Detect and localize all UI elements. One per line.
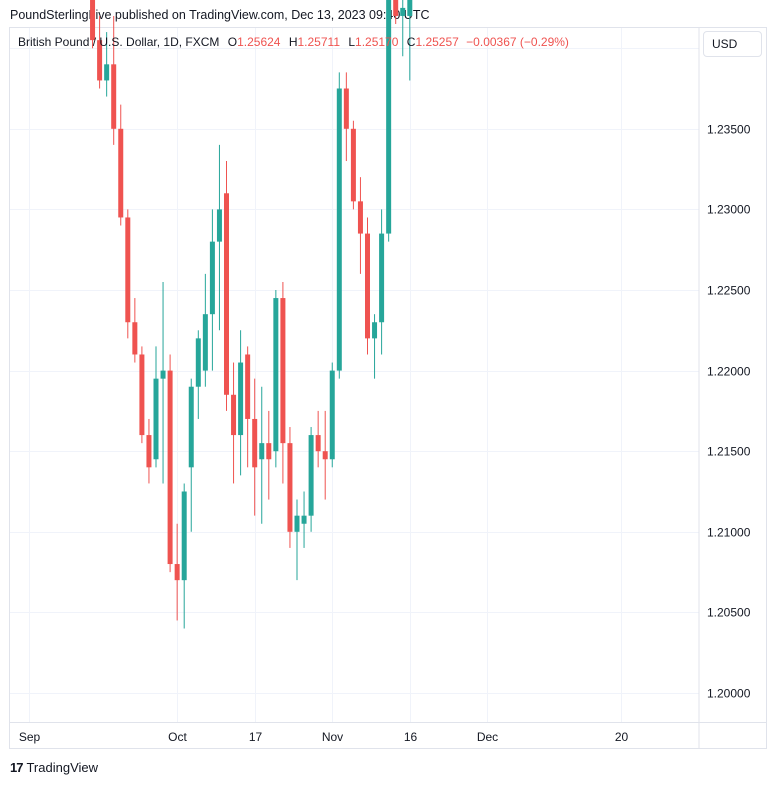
candle-body bbox=[111, 64, 117, 129]
candle-body bbox=[259, 443, 265, 460]
time-axis: Sep Oct 17 Nov 16 Dec 20 bbox=[10, 722, 767, 744]
change-value: −0.00367 (−0.29%) bbox=[466, 35, 569, 49]
candles bbox=[90, 0, 413, 629]
candle-body bbox=[238, 362, 244, 436]
candle-body bbox=[336, 88, 342, 371]
low-value: 1.25170 bbox=[355, 35, 399, 49]
x-tick-label: Dec bbox=[477, 730, 498, 744]
candle-body bbox=[139, 354, 145, 436]
candle-body bbox=[343, 88, 349, 129]
candle-body bbox=[132, 322, 138, 355]
candle-body bbox=[252, 418, 258, 468]
tradingview-logo-icon: 17 bbox=[10, 760, 24, 775]
candle-body bbox=[273, 298, 279, 452]
candle-body bbox=[294, 515, 300, 532]
candle-body bbox=[386, 0, 392, 234]
symbol-title: British Pound / U.S. Dollar, 1D, FXCM bbox=[18, 35, 220, 49]
candle-body bbox=[393, 0, 399, 16]
close-value: 1.25257 bbox=[415, 35, 459, 49]
candle-body bbox=[231, 394, 237, 436]
candle-body bbox=[372, 322, 378, 339]
candle-body bbox=[315, 435, 321, 452]
candle-body bbox=[153, 378, 159, 460]
candle-body bbox=[280, 298, 286, 444]
y-tick-label: 1.20500 bbox=[707, 606, 751, 620]
candle-body bbox=[224, 193, 229, 395]
candle-body bbox=[350, 128, 356, 202]
candle-body bbox=[301, 515, 307, 524]
candle-body bbox=[188, 386, 194, 468]
tradingview-logo-text: TradingView bbox=[26, 760, 99, 775]
candle-body bbox=[287, 443, 293, 532]
candle-body bbox=[181, 491, 187, 581]
candle-body bbox=[146, 435, 152, 468]
y-tick-label: 1.20000 bbox=[707, 687, 751, 701]
symbol-legend: British Pound / U.S. Dollar, 1D, FXCM O1… bbox=[18, 35, 569, 49]
candle-body bbox=[209, 241, 215, 315]
price-axis: 1.275001.270001.265001.260001.255001.250… bbox=[698, 28, 751, 748]
x-tick-label: Sep bbox=[19, 730, 41, 744]
currency-button[interactable]: USD bbox=[703, 31, 762, 57]
open-value: 1.25624 bbox=[237, 35, 281, 49]
y-tick-label: 1.23500 bbox=[707, 123, 751, 137]
publisher-line: PoundSterlingLive published on TradingVi… bbox=[10, 8, 430, 22]
candle-body bbox=[97, 40, 103, 81]
y-tick-label: 1.21500 bbox=[707, 445, 751, 459]
close-label: C bbox=[406, 35, 416, 49]
candle-body bbox=[160, 370, 166, 379]
low-label: L bbox=[348, 35, 356, 49]
candle-body bbox=[245, 354, 251, 419]
candle-body bbox=[379, 233, 385, 323]
y-tick-label: 1.22000 bbox=[707, 365, 751, 379]
candle-body bbox=[90, 0, 96, 41]
candle-body bbox=[202, 314, 208, 371]
x-tick-label: 16 bbox=[404, 730, 418, 744]
candle-body bbox=[216, 209, 222, 242]
open-label: O bbox=[227, 35, 238, 49]
tradingview-footer: 17 TradingView bbox=[10, 760, 98, 775]
candle-body bbox=[407, 0, 413, 16]
candle-body bbox=[195, 338, 201, 387]
candle-body bbox=[266, 443, 272, 460]
high-label: H bbox=[288, 35, 298, 49]
x-tick-label: Oct bbox=[168, 730, 187, 744]
x-tick-label: 20 bbox=[615, 730, 629, 744]
candle-body bbox=[125, 217, 131, 323]
candle-body bbox=[118, 128, 124, 218]
y-tick-label: 1.21000 bbox=[707, 526, 751, 540]
y-tick-label: 1.22500 bbox=[707, 284, 751, 298]
candle-body bbox=[104, 64, 110, 81]
candle-body bbox=[365, 233, 370, 339]
candle-body bbox=[357, 201, 363, 234]
candle-body bbox=[400, 7, 406, 16]
candle-body bbox=[329, 370, 335, 460]
candle-body bbox=[167, 370, 173, 565]
candle-body bbox=[174, 564, 180, 581]
x-tick-label: Nov bbox=[322, 730, 343, 744]
x-tick-label: 17 bbox=[249, 730, 263, 744]
high-value: 1.25711 bbox=[297, 35, 341, 49]
candle-body bbox=[308, 435, 314, 516]
candle-body bbox=[322, 451, 328, 460]
y-tick-label: 1.23000 bbox=[707, 203, 751, 217]
